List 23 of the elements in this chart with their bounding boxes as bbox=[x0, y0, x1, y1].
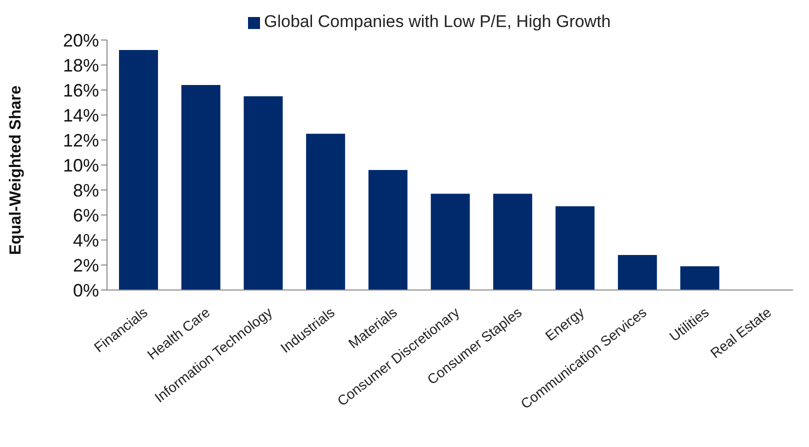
bar bbox=[119, 50, 158, 290]
y-tick-label: 2% bbox=[72, 255, 99, 276]
bar bbox=[181, 85, 220, 290]
y-tick-label: 20% bbox=[62, 30, 99, 50]
bar bbox=[244, 96, 283, 290]
y-tick-label: 12% bbox=[62, 130, 99, 150]
y-tick-label: 6% bbox=[72, 205, 99, 226]
bar bbox=[556, 206, 595, 290]
y-axis-title: Equal-Weighted Share bbox=[8, 85, 25, 255]
y-tick-label: 14% bbox=[62, 105, 99, 126]
bar bbox=[618, 255, 657, 290]
bar bbox=[493, 194, 532, 290]
y-tick-label: 18% bbox=[62, 55, 99, 76]
y-tick-label: 8% bbox=[72, 180, 99, 200]
y-tick-label: 10% bbox=[62, 155, 99, 176]
y-tick-label: 0% bbox=[72, 280, 99, 300]
y-tick-label: 16% bbox=[62, 80, 99, 100]
bar bbox=[368, 170, 408, 290]
bar bbox=[306, 134, 346, 290]
bar bbox=[680, 266, 720, 290]
y-tick-label: 4% bbox=[72, 230, 99, 250]
legend-label: Global Companies with Low P/E, High Growth bbox=[264, 12, 611, 31]
bar bbox=[430, 194, 470, 290]
